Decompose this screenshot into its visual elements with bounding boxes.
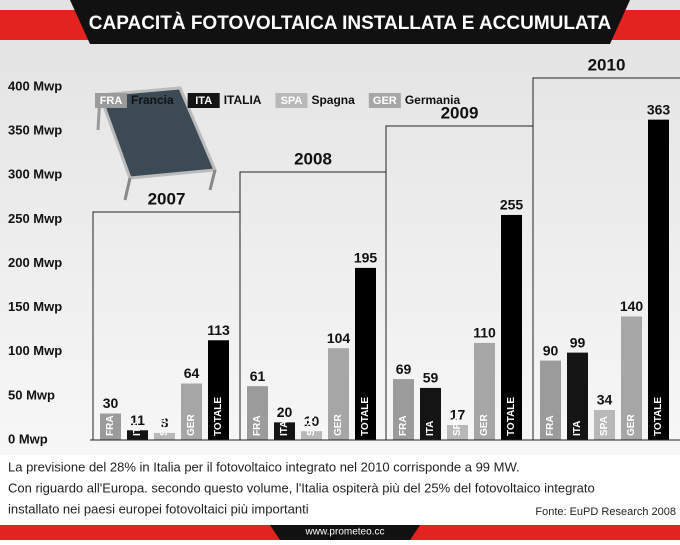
bar-code: TOTALE: [653, 397, 664, 436]
y-tick-label: 200 Mwp: [8, 255, 62, 270]
note: Con riguardo all'Europa. secondo questo …: [8, 480, 595, 495]
bar-code: GER: [626, 414, 637, 436]
bar-code: FRA: [398, 415, 409, 436]
value-label: 255: [500, 197, 524, 213]
bar: [648, 120, 669, 440]
bar-code: GER: [333, 414, 344, 436]
y-tick-label: 300 Mwp: [8, 167, 62, 182]
year-label: 2007: [148, 189, 186, 208]
y-tick-label: 400 Mwp: [8, 78, 62, 93]
bar-code: ITA: [279, 421, 290, 436]
value-label: 104: [327, 330, 351, 346]
value-label: 64: [184, 365, 200, 381]
chart: CAPACITÀ FOTOVOLTAICA INSTALLATA E ACCUM…: [0, 0, 680, 540]
bar-code: TOTALE: [506, 397, 517, 436]
value-label: 113: [207, 322, 230, 338]
y-tick-label: 250 Mwp: [8, 211, 62, 226]
legend-code: ITA: [195, 95, 212, 107]
value-label: 110: [473, 325, 496, 341]
value-label: 99: [570, 334, 586, 350]
value-label: 363: [647, 101, 671, 117]
bar-code: GER: [479, 414, 490, 436]
value-label: 20: [277, 404, 293, 420]
year-label: 2010: [588, 55, 626, 74]
bar-code: SPA: [599, 416, 610, 436]
legend-code: FRA: [100, 95, 123, 107]
value-label: 69: [396, 361, 412, 377]
y-tick-label: 100 Mwp: [8, 343, 62, 358]
bar-code: SPA: [306, 416, 317, 436]
year-label: 2008: [294, 149, 332, 168]
y-tick-label: 50 Mwp: [8, 387, 55, 402]
value-label: 59: [423, 370, 439, 386]
y-tick-label: 0 Mwp: [8, 431, 48, 446]
bar-code: TOTALE: [213, 397, 224, 436]
bar-code: SPA: [452, 416, 463, 436]
bar-code: FRA: [105, 415, 116, 436]
y-tick-label: 150 Mwp: [8, 299, 62, 314]
value-label: 34: [597, 392, 613, 408]
value-label: 30: [103, 395, 119, 411]
source: Fonte: EuPD Research 2008: [535, 506, 676, 518]
bar-code: SPA: [159, 416, 170, 436]
bar-code: GER: [186, 414, 197, 436]
chart-title: CAPACITÀ FOTOVOLTAICA INSTALLATA E ACCUM…: [89, 12, 612, 34]
website: www.prometeo.cc: [305, 527, 385, 538]
bar-code: ITA: [572, 421, 583, 436]
year-label: 2009: [441, 103, 479, 122]
note: La previsione del 28% in Italia per il f…: [8, 459, 520, 474]
legend-label: Francia: [131, 93, 174, 107]
legend-code: SPA: [281, 95, 303, 107]
value-label: 61: [250, 368, 266, 384]
value-label: 90: [543, 342, 559, 358]
bar-code: ITA: [425, 421, 436, 436]
bar-code: ITA: [132, 421, 143, 436]
value-label: 195: [354, 250, 378, 266]
value-label: 140: [620, 298, 644, 314]
bar-code: FRA: [545, 415, 556, 436]
bar-code: TOTALE: [360, 397, 371, 436]
legend-label: Spagna: [311, 93, 355, 107]
legend-code: GER: [373, 95, 397, 107]
bar-code: FRA: [252, 415, 263, 436]
note: installato nei paesi europei fotovoltaic…: [8, 501, 309, 516]
y-tick-label: 350 Mwp: [8, 123, 62, 138]
legend-label: ITALIA: [224, 93, 262, 107]
